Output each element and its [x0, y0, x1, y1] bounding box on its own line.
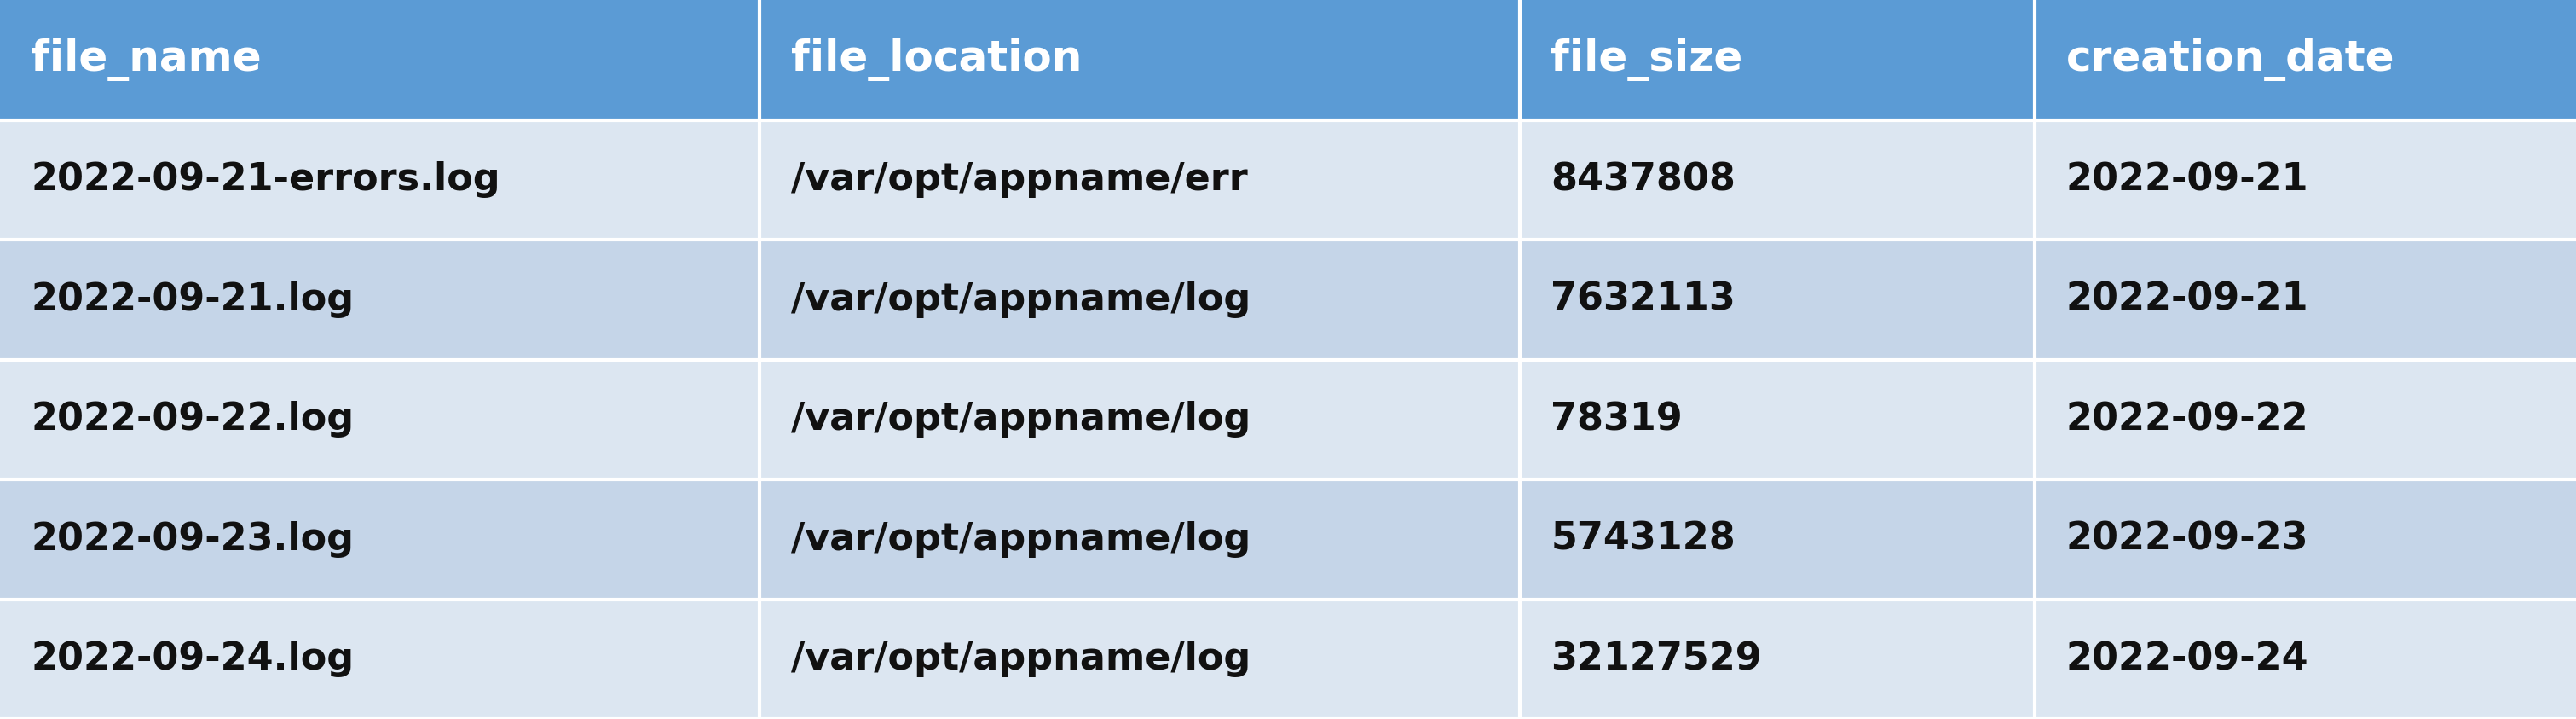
Text: /var/opt/appname/log: /var/opt/appname/log [791, 401, 1249, 438]
Bar [1520, 120, 2035, 239]
Text: 2022-09-21: 2022-09-21 [2066, 281, 2308, 318]
Bar [760, 480, 1520, 599]
Bar [760, 239, 1520, 360]
Text: 2022-09-23.log: 2022-09-23.log [31, 521, 353, 558]
Text: 7632113: 7632113 [1551, 281, 1736, 318]
Text: 2022-09-21: 2022-09-21 [2066, 161, 2308, 198]
Bar [1520, 480, 2035, 599]
Text: 2022-09-24.log: 2022-09-24.log [31, 641, 353, 677]
Text: 2022-09-24: 2022-09-24 [2066, 641, 2308, 677]
Text: file_name: file_name [31, 39, 263, 81]
Text: 8437808: 8437808 [1551, 161, 1736, 198]
Text: 5743128: 5743128 [1551, 521, 1736, 558]
Text: /var/opt/appname/log: /var/opt/appname/log [791, 641, 1249, 677]
Bar [760, 120, 1520, 239]
Bar [2035, 0, 2576, 120]
Bar [0, 120, 760, 239]
Text: /var/opt/appname/err: /var/opt/appname/err [791, 161, 1247, 198]
Text: 2022-09-22.log: 2022-09-22.log [31, 401, 353, 438]
Text: 32127529: 32127529 [1551, 641, 1762, 677]
Text: 2022-09-21-errors.log: 2022-09-21-errors.log [31, 161, 500, 198]
Bar [0, 239, 760, 360]
Bar [2035, 360, 2576, 480]
Text: 2022-09-21.log: 2022-09-21.log [31, 281, 353, 318]
Text: file_location: file_location [791, 39, 1082, 81]
Bar [0, 0, 760, 120]
Bar [760, 0, 1520, 120]
Text: /var/opt/appname/log: /var/opt/appname/log [791, 281, 1249, 318]
Bar [2035, 480, 2576, 599]
Bar [0, 480, 760, 599]
Bar [2035, 239, 2576, 360]
Bar [760, 599, 1520, 719]
Text: 2022-09-22: 2022-09-22 [2066, 401, 2308, 438]
Text: file_size: file_size [1551, 39, 1744, 81]
Text: /var/opt/appname/log: /var/opt/appname/log [791, 521, 1249, 558]
Bar [0, 360, 760, 480]
Bar [1520, 599, 2035, 719]
Bar [1520, 360, 2035, 480]
Text: 2022-09-23: 2022-09-23 [2066, 521, 2308, 558]
Bar [2035, 599, 2576, 719]
Bar [1520, 0, 2035, 120]
Text: 78319: 78319 [1551, 401, 1682, 438]
Bar [760, 360, 1520, 480]
Bar [2035, 120, 2576, 239]
Bar [0, 599, 760, 719]
Text: creation_date: creation_date [2066, 39, 2396, 81]
Bar [1520, 239, 2035, 360]
